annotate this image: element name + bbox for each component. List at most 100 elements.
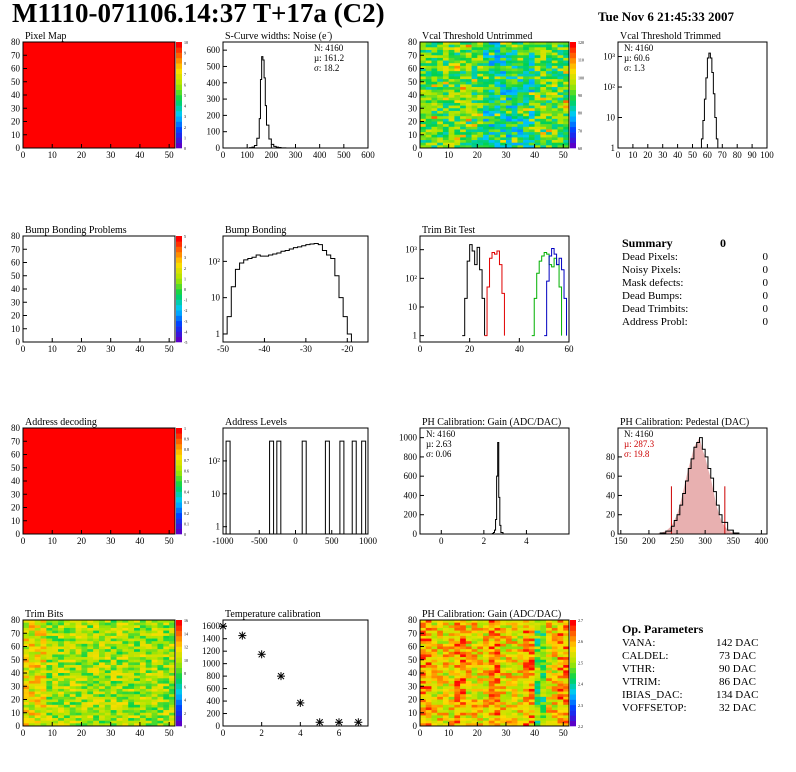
heatmap-cell	[157, 718, 164, 721]
heatmap-cell	[420, 100, 427, 104]
heatmap-cell	[81, 691, 88, 695]
heatmap-cell	[157, 694, 164, 698]
heatmap-cell	[420, 73, 427, 77]
heatmap-cell	[128, 622, 135, 626]
heatmap-cell	[134, 635, 141, 639]
heatmap-cell	[494, 686, 501, 690]
heatmap-cell	[483, 68, 490, 72]
palette-swatch	[570, 142, 576, 149]
heatmap-cell	[116, 622, 123, 626]
palette-swatch	[570, 79, 576, 85]
heatmap-cell	[557, 678, 564, 682]
heatmap-cell	[494, 641, 501, 645]
heatmap-cell	[551, 678, 558, 682]
heatmap-cell	[420, 49, 427, 53]
heatmap-cell	[534, 667, 541, 671]
heatmap-cell	[454, 670, 461, 674]
y-tick-label: 10³	[603, 52, 615, 62]
palette-swatch	[176, 688, 182, 695]
heatmap-cell	[58, 649, 65, 653]
heatmap-cell	[454, 84, 461, 88]
heatmap-cell	[46, 691, 53, 695]
heatmap-cell	[442, 108, 449, 112]
heatmap-cell	[93, 649, 100, 653]
panel-title: S-Curve widths: Noise (e )	[225, 31, 332, 42]
heatmap-cell	[557, 707, 564, 711]
heatmap-cell	[511, 704, 518, 708]
heatmap-cell	[523, 140, 530, 143]
heatmap-cell	[448, 712, 455, 716]
heatmap-cell	[494, 673, 501, 676]
heatmap-cell	[110, 680, 117, 684]
palette-tick-label: -3	[184, 319, 187, 324]
heatmap-cell	[523, 720, 530, 724]
heatmap-cell	[505, 659, 512, 663]
heatmap-cell	[540, 110, 547, 114]
heatmap-cell	[93, 723, 100, 727]
heatmap-cell	[511, 630, 518, 634]
heatmap-cell	[93, 696, 100, 700]
heatmap-cell	[505, 89, 512, 93]
heatmap-cell	[128, 620, 135, 623]
heatmap-cell	[40, 665, 47, 668]
heatmap-cell	[448, 691, 455, 695]
heatmap-cell	[69, 657, 76, 661]
heatmap-cell	[139, 678, 147, 682]
heatmap-cell	[540, 105, 547, 109]
heatmap-cell	[557, 659, 564, 663]
table-row-value: 0	[762, 316, 769, 328]
heatmap-cell	[437, 49, 444, 53]
heatmap-cell	[540, 659, 547, 663]
heatmap-cell	[23, 625, 30, 629]
heatmap-cell	[477, 654, 484, 658]
heatmap-cell	[517, 659, 524, 663]
heatmap-cell	[523, 95, 530, 98]
heatmap-cell	[471, 113, 478, 117]
heatmap-cell	[431, 84, 438, 88]
heatmap-cell	[534, 673, 541, 676]
heatmap-cell	[528, 100, 535, 104]
heatmap-cell	[494, 44, 501, 48]
heatmap-cell	[460, 723, 467, 727]
heatmap-cell	[505, 635, 512, 639]
heatmap-cell	[517, 134, 524, 138]
heatmap-cell	[454, 87, 461, 90]
heatmap-cell	[163, 649, 170, 653]
heatmap-cell	[52, 627, 59, 631]
heatmap-cell	[104, 678, 111, 682]
heatmap-cell	[460, 665, 467, 668]
heatmap-cell	[500, 667, 507, 671]
heatmap-cell	[563, 60, 570, 64]
heatmap-cell	[163, 678, 170, 682]
heatmap-cell	[551, 641, 558, 645]
heatmap-cell	[454, 625, 461, 629]
heatmap-cell	[28, 649, 35, 653]
heatmap-cell	[448, 665, 455, 668]
heatmap-cell	[483, 65, 490, 69]
heatmap-cell	[483, 712, 490, 716]
series-line-0	[462, 244, 486, 337]
heatmap-cell	[557, 699, 564, 703]
y-tick-label: 1	[216, 522, 221, 532]
heatmap-cell	[477, 105, 484, 109]
heatmap-cell	[528, 683, 535, 687]
heatmap-cell	[437, 678, 444, 682]
heatmap-cell	[488, 92, 495, 96]
heatmap-cell	[534, 63, 541, 67]
heatmap-cell	[494, 49, 501, 53]
heatmap-cell	[28, 704, 35, 708]
heatmap-cell	[540, 81, 547, 85]
heatmap-cell	[58, 665, 65, 668]
heatmap-cell	[546, 129, 553, 133]
heatmap-cell	[505, 675, 512, 679]
heatmap-cell	[557, 52, 564, 56]
heatmap-cell	[494, 97, 501, 101]
heatmap-cell	[540, 57, 547, 61]
heatmap-cell	[134, 723, 141, 727]
heatmap-cell	[523, 675, 530, 679]
heatmap-cell	[557, 42, 564, 45]
heatmap-cell	[500, 68, 507, 72]
heatmap-cell	[81, 627, 88, 631]
heatmap-cell	[99, 704, 106, 708]
heatmap-cell	[563, 702, 570, 706]
